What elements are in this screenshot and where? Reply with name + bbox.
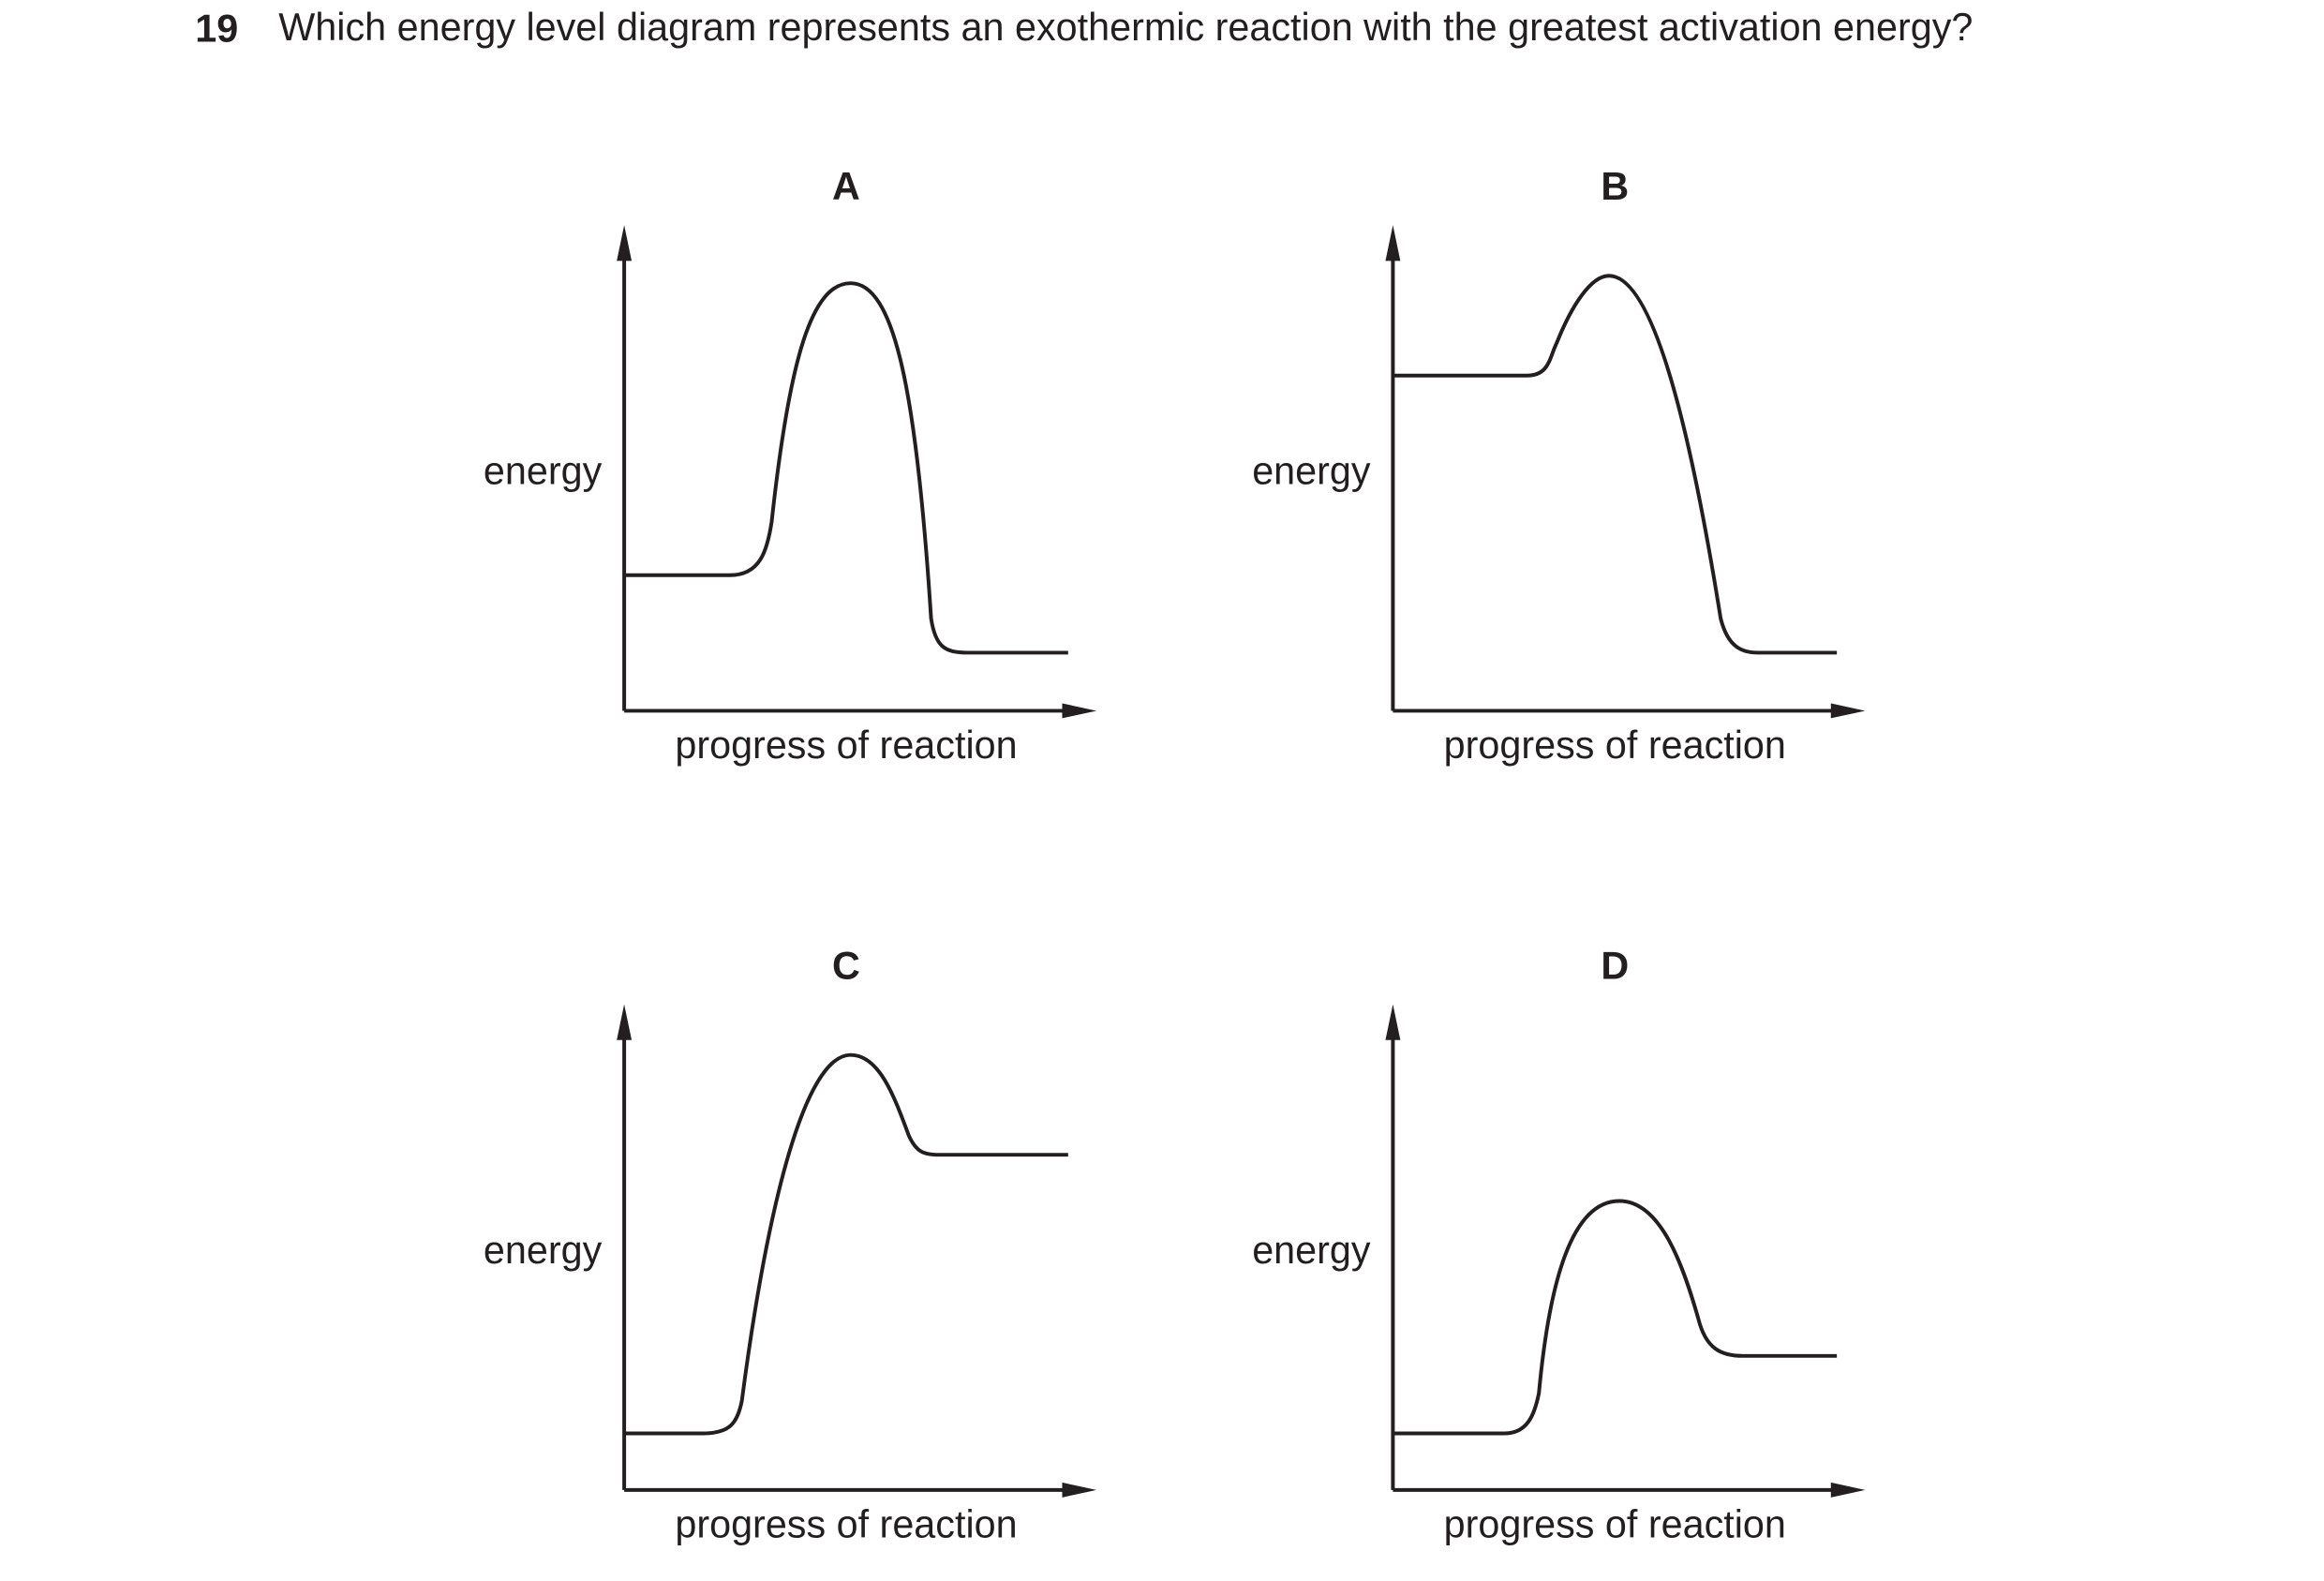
x-axis-arrow — [1830, 703, 1866, 719]
energy-curve — [1393, 274, 1838, 655]
diagram-label: B — [1601, 165, 1629, 208]
x-axis-label: progress of reaction — [1444, 1503, 1786, 1546]
diagram-label: D — [1601, 944, 1629, 987]
y-axis-label: energy — [484, 450, 603, 493]
diagram-label: C — [832, 944, 860, 987]
y-axis-label: energy — [1252, 450, 1371, 493]
x-axis-arrow — [1830, 1482, 1866, 1498]
energy-curve — [624, 1052, 1068, 1436]
energy-curve — [1393, 1199, 1838, 1436]
y-axis-label: energy — [1252, 1229, 1371, 1272]
y-axis-arrow — [1385, 225, 1401, 261]
y-axis-label: energy — [484, 1229, 603, 1272]
x-axis-label: progress of reaction — [675, 1503, 1017, 1546]
y-axis-arrow — [617, 225, 633, 261]
question-text: Which energy level diagram represents an… — [278, 4, 1974, 50]
y-axis-arrow — [617, 1004, 633, 1040]
diagram-label: A — [832, 165, 860, 208]
question-text-box: Which energy level diagram represents an… — [278, 4, 1974, 50]
x-axis-label: progress of reaction — [1444, 723, 1786, 767]
x-axis-arrow — [1062, 1482, 1097, 1498]
question-number: 19 — [195, 7, 238, 51]
energy-curve — [624, 281, 1068, 655]
x-axis-arrow — [1062, 703, 1097, 719]
y-axis-arrow — [1385, 1004, 1401, 1040]
x-axis-label: progress of reaction — [675, 723, 1017, 767]
